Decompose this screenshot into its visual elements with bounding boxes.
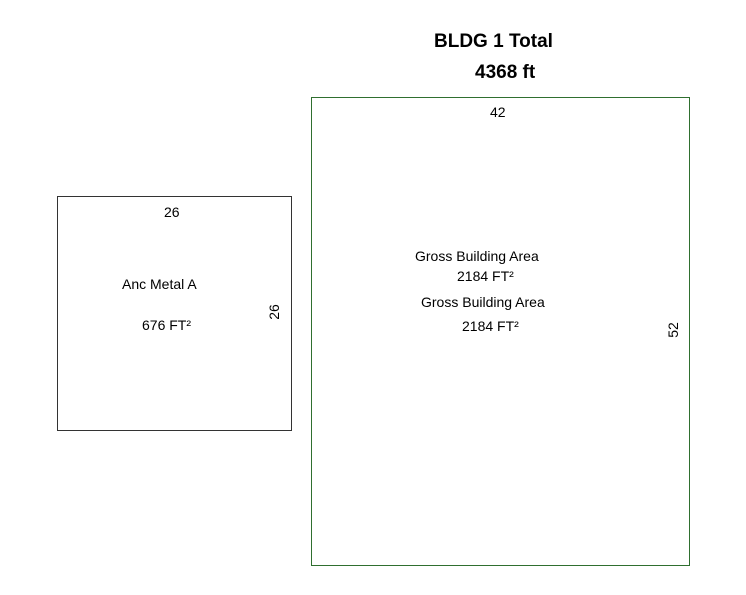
total-area: 4368 ft — [475, 62, 536, 83]
main-right-dimension: 52 — [664, 322, 681, 338]
sketch-title: BLDG 1 Total — [434, 31, 553, 52]
main-top-dimension: 42 — [490, 104, 506, 120]
main-label-1: Gross Building Area — [415, 248, 539, 264]
gross-building-polygon[interactable] — [311, 97, 690, 566]
main-area-2: 2184 FT² — [462, 318, 519, 334]
main-label-2: Gross Building Area — [421, 294, 545, 310]
anc-right-dimension: 26 — [265, 304, 282, 320]
anc-label: Anc Metal A — [122, 276, 197, 292]
anc-metal-polygon[interactable] — [57, 196, 292, 431]
anc-top-dimension: 26 — [164, 204, 180, 220]
main-area-1: 2184 FT² — [457, 268, 514, 284]
anc-area: 676 FT² — [142, 317, 192, 333]
